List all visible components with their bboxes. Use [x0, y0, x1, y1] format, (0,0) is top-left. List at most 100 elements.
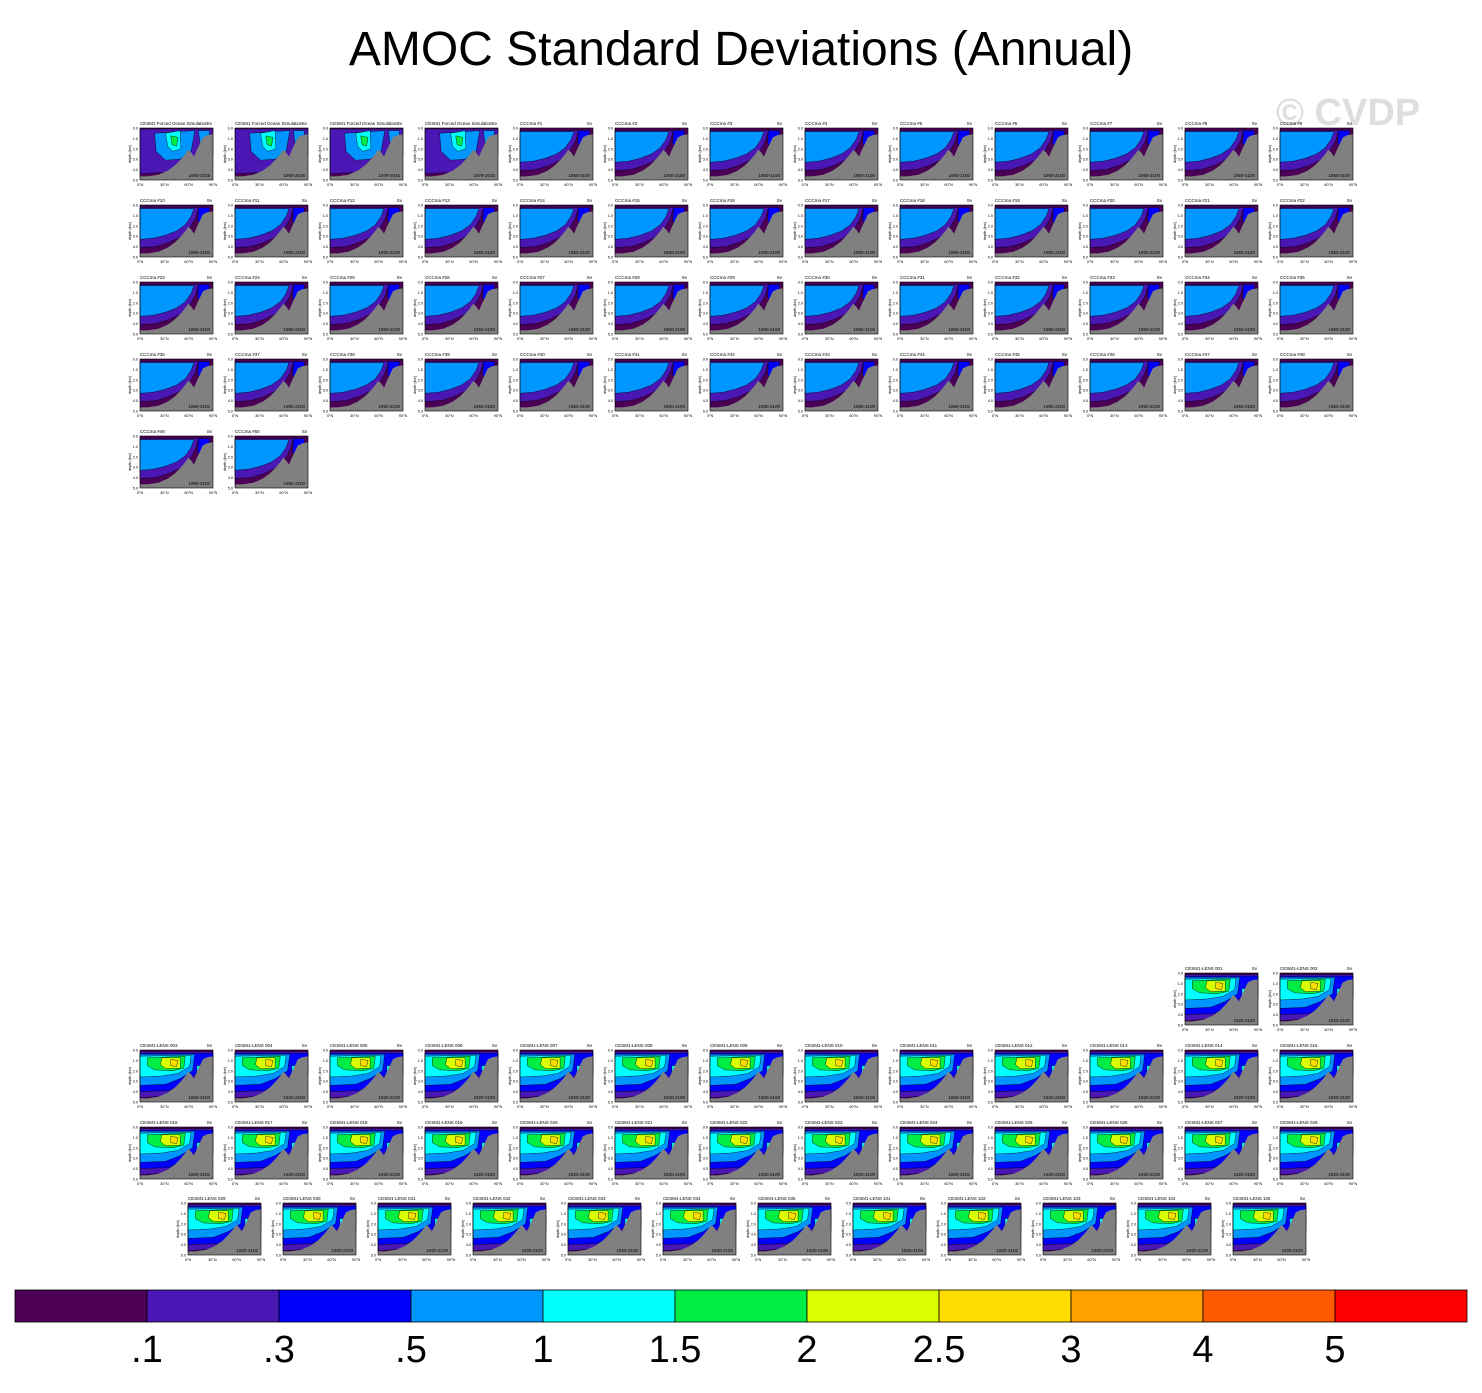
y-tick-label: 3.0	[228, 389, 233, 393]
y-tick-label: 0.0	[561, 1202, 566, 1206]
y-tick-label: 2.0	[418, 224, 423, 228]
colorbar-label: 3	[1060, 1329, 1081, 1371]
y-axis-label: depth (km)	[1173, 1066, 1177, 1085]
x-tick-label: 30°N	[920, 183, 929, 187]
panel-title: CCCma #2	[615, 121, 638, 126]
y-tick-label: 5.0	[608, 333, 613, 337]
panel-title: CCCma #38	[330, 352, 355, 357]
contour-fill	[788, 1212, 797, 1220]
panel-frame	[804, 204, 879, 258]
y-tick-label: 5.0	[513, 1101, 518, 1105]
colorbar-box	[542, 1289, 676, 1323]
panel-frame	[899, 358, 974, 412]
y-tick-label: 2.0	[1083, 1069, 1088, 1073]
x-tick-label: 90°N	[732, 1258, 741, 1262]
y-tick-label: 0.0	[893, 127, 898, 131]
colorbar-label: 2.5	[913, 1329, 966, 1371]
y-tick-label: 0.0	[608, 281, 613, 285]
y-tick-label: 3.0	[1273, 1157, 1278, 1161]
panel-years: 1950-2100	[283, 250, 305, 255]
panel-units: Sv	[682, 275, 688, 280]
y-tick-label: 3.0	[798, 312, 803, 316]
y-tick-label: 1.0	[323, 1059, 328, 1063]
panel-units: Sv	[1252, 198, 1258, 203]
y-tick-label: 4.0	[133, 168, 138, 172]
y-tick-label: 1.0	[513, 368, 518, 372]
y-tick-label: 4.0	[608, 1167, 613, 1171]
y-axis-label: depth (km)	[603, 298, 607, 317]
y-tick-label: 0.0	[751, 1202, 756, 1206]
x-tick-label: 30°N	[635, 183, 644, 187]
panel-title: CCCma #46	[1090, 352, 1115, 357]
y-tick-label: 1.0	[988, 368, 993, 372]
panel-title: CCCma #20	[1090, 198, 1115, 203]
y-tick-label: 4.0	[608, 1090, 613, 1094]
panel-title: CESM1-LENS 030	[283, 1196, 321, 1201]
x-tick-label: 0°N	[992, 337, 999, 341]
panel-title: CCCma #32	[995, 275, 1020, 280]
y-tick-label: 2.0	[1273, 147, 1278, 151]
x-tick-label: 90°N	[1207, 1258, 1216, 1262]
y-tick-label: 4.0	[941, 1243, 946, 1247]
y-tick-label: 3.0	[941, 1233, 946, 1237]
panel-years: 1950-2100	[473, 250, 495, 255]
x-tick-label: 0°N	[422, 414, 429, 418]
x-tick-label: 90°N	[1159, 337, 1168, 341]
y-tick-label: 4.0	[988, 1167, 993, 1171]
panel-frame	[1184, 281, 1259, 335]
x-tick-label: 30°N	[398, 1258, 407, 1262]
y-tick-label: 5.0	[703, 333, 708, 337]
y-tick-label: 0.0	[513, 358, 518, 362]
y-axis-label: depth (km)	[413, 221, 417, 240]
panel-frame	[139, 281, 214, 335]
panel-units: Sv	[777, 1120, 783, 1125]
y-tick-label: 3.0	[1273, 389, 1278, 393]
y-tick-label: 2.0	[703, 378, 708, 382]
panel-frame	[994, 1049, 1069, 1103]
x-tick-label: 30°N	[588, 1258, 597, 1262]
y-tick-label: 4.0	[133, 245, 138, 249]
panel-frame	[1137, 1202, 1212, 1256]
panel-title: CCCma #19	[995, 198, 1020, 203]
panel-frame	[1042, 1202, 1117, 1256]
y-tick-label: 0.0	[1178, 1049, 1183, 1053]
x-tick-label: 0°N	[517, 183, 524, 187]
y-tick-label: 4.0	[1036, 1243, 1041, 1247]
y-tick-label: 2.0	[1273, 992, 1278, 996]
x-tick-label: 90°N	[494, 414, 503, 418]
x-tick-label: 60°N	[1039, 337, 1048, 341]
y-tick-label: 4.0	[1178, 399, 1183, 403]
x-tick-label: 90°N	[399, 260, 408, 264]
y-tick-label: 2.0	[371, 1222, 376, 1226]
y-tick-label: 0.0	[1273, 127, 1278, 131]
x-tick-label: 30°N	[303, 1258, 312, 1262]
amoc-panel: CESM1-LENS 023 Sv0.01.02.03.04.05.0depth …	[793, 1120, 882, 1186]
x-tick-label: 90°N	[779, 1105, 788, 1109]
contour-fill	[1215, 1059, 1224, 1067]
panel-units: Sv	[1062, 275, 1068, 280]
x-tick-label: 30°N	[1253, 1258, 1262, 1262]
x-tick-label: 90°N	[1159, 1105, 1168, 1109]
x-tick-label: 90°N	[684, 183, 693, 187]
panel-years: 1950-2100	[663, 404, 685, 409]
contour-fill	[1279, 362, 1335, 394]
y-tick-label: 3.0	[656, 1233, 661, 1237]
amoc-panel: CESM1-LENS 030 Sv0.01.02.03.04.05.0depth …	[271, 1196, 360, 1262]
y-tick-label: 1.0	[893, 1059, 898, 1063]
panel-title: CESM1-LENS 022	[710, 1120, 748, 1125]
y-tick-label: 0.0	[418, 204, 423, 208]
y-tick-label: 1.0	[323, 137, 328, 141]
x-tick-label: 60°N	[659, 183, 668, 187]
y-tick-label: 4.0	[1083, 245, 1088, 249]
x-tick-label: 0°N	[707, 1182, 714, 1186]
x-tick-label: 30°N	[683, 1258, 692, 1262]
x-tick-label: 90°N	[589, 1105, 598, 1109]
y-tick-label: 0.0	[798, 1049, 803, 1053]
x-tick-label: 60°N	[1134, 337, 1143, 341]
amoc-panel: CESM1-LENS 010 Sv0.01.02.03.04.05.0depth …	[793, 1043, 882, 1109]
y-tick-label: 3.0	[133, 158, 138, 162]
